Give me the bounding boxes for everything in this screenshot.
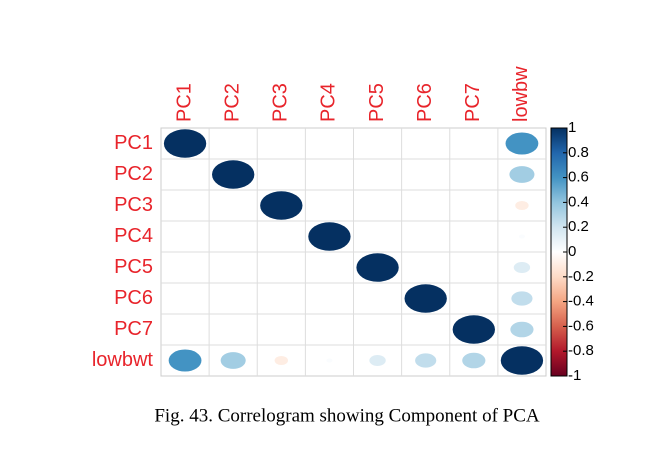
corr-circle [168,349,202,372]
colorbar-tick-label: 0.8 [568,144,589,161]
corr-circle [308,222,351,251]
corr-circle [509,166,535,183]
colorbar-tick-label: 0.4 [568,193,589,210]
row-label: PC7 [114,318,153,340]
corr-circle [415,353,437,368]
corr-circle [404,284,447,313]
column-label: PC1 [173,83,195,122]
row-label: lowbwt [92,349,154,371]
corr-circle [369,354,386,367]
corr-circle [513,261,531,274]
row-label: PC6 [114,287,153,309]
column-label: PC3 [270,83,292,122]
corr-circle [462,352,486,369]
row-label: PC1 [114,132,153,154]
colorbar-tick-label: 0.6 [568,169,589,186]
caption: Fig. 43. Correlogram showing Component o… [154,405,540,426]
corr-circle [452,315,495,344]
column-label: PC4 [318,83,340,122]
row-label: PC5 [114,256,153,278]
corr-circle [505,132,539,155]
corr-circle [515,200,529,211]
row-label: PC4 [114,225,153,247]
corr-circle [518,234,525,239]
colorbar-tick-label: -0.6 [568,317,594,334]
colorbar-tick-label: -0.4 [568,293,594,310]
corr-circle [212,160,255,189]
row-label: PC3 [114,194,153,216]
column-label: PC2 [221,83,243,122]
corr-circle [274,355,289,366]
corr-circle [220,352,246,369]
column-label: PC5 [366,83,388,122]
colorbar-tick-label: -0.2 [568,268,594,285]
row-label: PC2 [114,163,153,185]
corr-circle [326,358,333,363]
corr-circle [510,321,534,338]
corr-circle [260,191,303,220]
colorbar-tick-label: -0.8 [568,342,594,359]
colorbar-tick-label: 0.2 [568,218,589,235]
column-label: lowbw [510,66,532,122]
colorbar-tick-label: -1 [568,367,581,384]
corr-circle [511,291,533,306]
corr-circle [500,346,544,375]
colorbar-tick-label: 1 [568,119,576,136]
column-label: PC7 [462,83,484,122]
corr-circle [356,253,399,282]
colorbar-tick-label: 0 [568,243,576,260]
corr-circle [163,129,207,158]
column-label: PC6 [414,83,436,122]
